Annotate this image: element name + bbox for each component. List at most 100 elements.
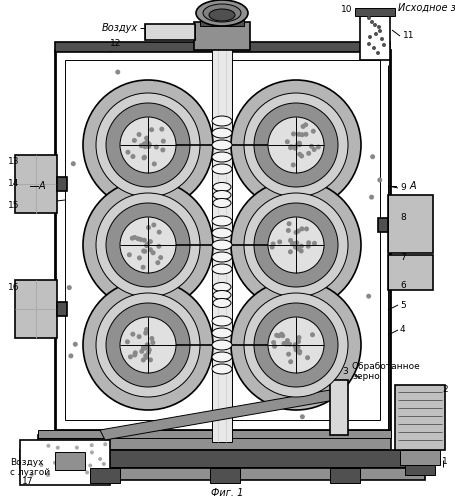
Circle shape	[305, 355, 310, 360]
Bar	[388, 255, 433, 290]
Text: 14: 14	[8, 178, 20, 188]
Circle shape	[102, 462, 106, 466]
Circle shape	[293, 244, 298, 248]
Circle shape	[376, 51, 380, 55]
Text: 8: 8	[400, 212, 406, 222]
Circle shape	[366, 294, 371, 298]
Circle shape	[106, 303, 190, 387]
Circle shape	[96, 193, 200, 297]
Circle shape	[142, 249, 147, 254]
Ellipse shape	[213, 182, 231, 192]
Circle shape	[160, 148, 165, 152]
Circle shape	[148, 247, 153, 252]
Circle shape	[312, 241, 317, 246]
Circle shape	[297, 350, 302, 356]
Circle shape	[299, 226, 304, 232]
Bar	[330, 468, 360, 483]
Circle shape	[120, 117, 176, 173]
Text: Обработанное
зерно: Обработанное зерно	[352, 362, 421, 382]
Circle shape	[144, 355, 149, 360]
Text: 13: 13	[8, 158, 20, 166]
Ellipse shape	[212, 316, 232, 326]
Circle shape	[145, 342, 150, 347]
Circle shape	[367, 16, 371, 20]
Circle shape	[146, 144, 151, 149]
Bar	[388, 195, 433, 253]
Circle shape	[244, 93, 348, 197]
Ellipse shape	[212, 228, 232, 238]
Circle shape	[144, 243, 149, 248]
Text: 4: 4	[400, 326, 405, 334]
Circle shape	[131, 154, 136, 159]
Circle shape	[152, 222, 157, 228]
Ellipse shape	[209, 9, 235, 21]
Circle shape	[310, 332, 315, 337]
Ellipse shape	[212, 240, 232, 250]
Circle shape	[137, 256, 142, 260]
Circle shape	[136, 334, 142, 339]
Circle shape	[144, 327, 149, 332]
Circle shape	[68, 354, 73, 358]
Text: 11: 11	[403, 32, 415, 40]
Polygon shape	[100, 390, 335, 440]
Circle shape	[132, 235, 137, 240]
Text: Исходное зерно: Исходное зерно	[398, 3, 455, 13]
Circle shape	[291, 132, 296, 136]
Bar	[395, 385, 445, 450]
Circle shape	[377, 25, 381, 29]
Ellipse shape	[212, 340, 232, 350]
Circle shape	[293, 146, 298, 151]
Circle shape	[300, 132, 305, 137]
Text: Воздух
с лузгой: Воздух с лузгой	[10, 458, 50, 477]
Circle shape	[90, 450, 94, 454]
Text: 10: 10	[340, 6, 352, 15]
Ellipse shape	[203, 4, 241, 22]
Circle shape	[56, 446, 60, 450]
Text: Воздух: Воздух	[102, 23, 138, 33]
Ellipse shape	[212, 128, 232, 138]
Circle shape	[277, 240, 282, 244]
Text: 1: 1	[442, 458, 448, 466]
Bar	[90, 468, 120, 483]
Ellipse shape	[212, 252, 232, 262]
Circle shape	[372, 46, 376, 50]
Circle shape	[142, 156, 147, 160]
Circle shape	[142, 142, 147, 146]
Text: 3: 3	[342, 368, 348, 376]
Circle shape	[231, 80, 361, 210]
Circle shape	[293, 230, 298, 235]
Circle shape	[141, 345, 146, 350]
Circle shape	[288, 359, 293, 364]
Circle shape	[53, 461, 57, 465]
Bar	[330, 380, 348, 435]
Circle shape	[286, 352, 291, 356]
Circle shape	[297, 349, 302, 354]
Circle shape	[139, 349, 144, 354]
Circle shape	[293, 344, 298, 349]
Bar	[25, 468, 425, 480]
Circle shape	[157, 244, 162, 249]
Circle shape	[98, 457, 102, 461]
Circle shape	[270, 244, 275, 250]
Circle shape	[146, 225, 151, 230]
Circle shape	[254, 303, 338, 387]
Circle shape	[287, 221, 292, 226]
Circle shape	[141, 248, 146, 254]
Circle shape	[67, 285, 72, 290]
Circle shape	[285, 338, 290, 343]
Circle shape	[83, 280, 213, 410]
Circle shape	[141, 265, 146, 270]
Circle shape	[128, 354, 133, 360]
Text: 6: 6	[400, 280, 406, 289]
Circle shape	[244, 193, 348, 297]
Circle shape	[142, 346, 147, 350]
Circle shape	[304, 226, 309, 232]
Bar	[355, 8, 395, 16]
Circle shape	[373, 23, 377, 27]
Ellipse shape	[212, 352, 232, 362]
Circle shape	[46, 444, 51, 448]
Bar	[57, 177, 67, 191]
Circle shape	[296, 228, 301, 234]
Circle shape	[254, 203, 338, 287]
Bar	[38, 435, 391, 450]
